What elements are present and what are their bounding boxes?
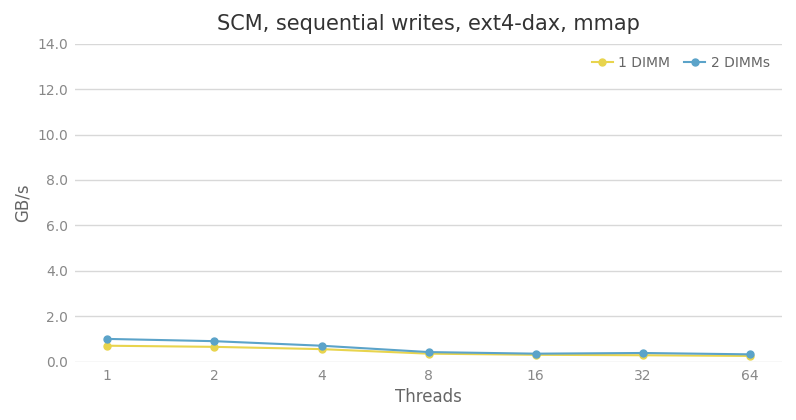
- Line: 2 DIMMs: 2 DIMMs: [103, 336, 754, 358]
- 1 DIMM: [317, 346, 326, 352]
- Y-axis label: GB/s: GB/s: [14, 184, 32, 222]
- 1 DIMM: [638, 353, 648, 358]
- X-axis label: Threads: Threads: [395, 388, 462, 406]
- Legend: 1 DIMM, 2 DIMMs: 1 DIMM, 2 DIMMs: [587, 51, 775, 76]
- Line: 1 DIMM: 1 DIMM: [103, 342, 754, 360]
- 1 DIMM: [423, 351, 433, 356]
- 1 DIMM: [745, 353, 755, 358]
- 2 DIMMs: [745, 352, 755, 357]
- 2 DIMMs: [317, 343, 326, 348]
- 1 DIMM: [103, 343, 112, 348]
- 2 DIMMs: [103, 336, 112, 341]
- Title: SCM, sequential writes, ext4-dax, mmap: SCM, sequential writes, ext4-dax, mmap: [217, 14, 640, 34]
- 2 DIMMs: [209, 339, 219, 344]
- 2 DIMMs: [423, 349, 433, 354]
- 2 DIMMs: [638, 350, 648, 355]
- 2 DIMMs: [531, 351, 540, 356]
- 1 DIMM: [209, 344, 219, 349]
- 1 DIMM: [531, 352, 540, 357]
